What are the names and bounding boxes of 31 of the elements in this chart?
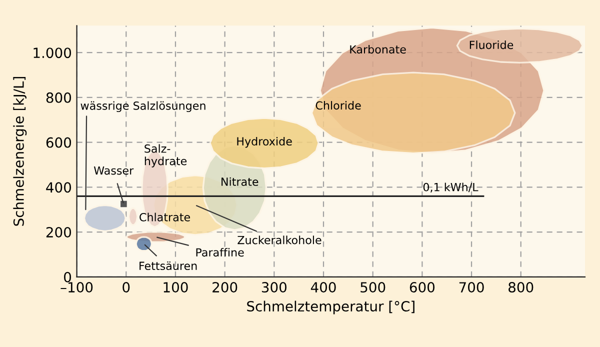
y-tick-label: 400 [46, 182, 72, 193]
x-tick-label: 100 [164, 282, 188, 293]
y-axis-title: Schmelzenergie [kJ/L] [13, 77, 27, 226]
y-tick-label: 600 [46, 137, 72, 148]
y-tick-label: 800 [46, 92, 72, 103]
series-label: Fluoride [470, 40, 514, 50]
series-label: Hydroxide [237, 136, 292, 148]
text: Wasser [94, 166, 134, 175]
x-tick-label: 700 [459, 282, 484, 293]
x-tick-label: 600 [410, 282, 435, 293]
series-label: Chloride [316, 101, 361, 110]
x-tick-label: 400 [310, 282, 336, 293]
series-label: Nitrate [222, 177, 258, 186]
x-axis-title: Schmelztemperatur [°C] [247, 300, 414, 314]
x-tick-label: 500 [360, 282, 386, 293]
y-tick-label: 200 [46, 227, 72, 238]
x-tick-label: –100 [60, 282, 93, 293]
series-label: Karbonate [350, 44, 406, 54]
text: wässrige Salzlösungen [80, 101, 206, 112]
x-tick-label: 0 [122, 282, 130, 293]
x-tick-label: 200 [212, 282, 238, 293]
x-tick-label: 800 [508, 282, 534, 293]
x-tick-label: 300 [262, 282, 286, 293]
series-label: Paraffine [196, 248, 244, 257]
series-label: Salz- hydrate [144, 144, 187, 168]
series-label: Fettsäuren [140, 261, 197, 270]
ref-line-label: 0,1 kWh/L [423, 182, 478, 192]
series-label: Zuckeralkohole [238, 236, 322, 244]
y-tick-label: 1.000 [34, 48, 72, 58]
series-label: Chlatrate [140, 212, 190, 222]
y-tick-label: 0 [64, 272, 72, 282]
